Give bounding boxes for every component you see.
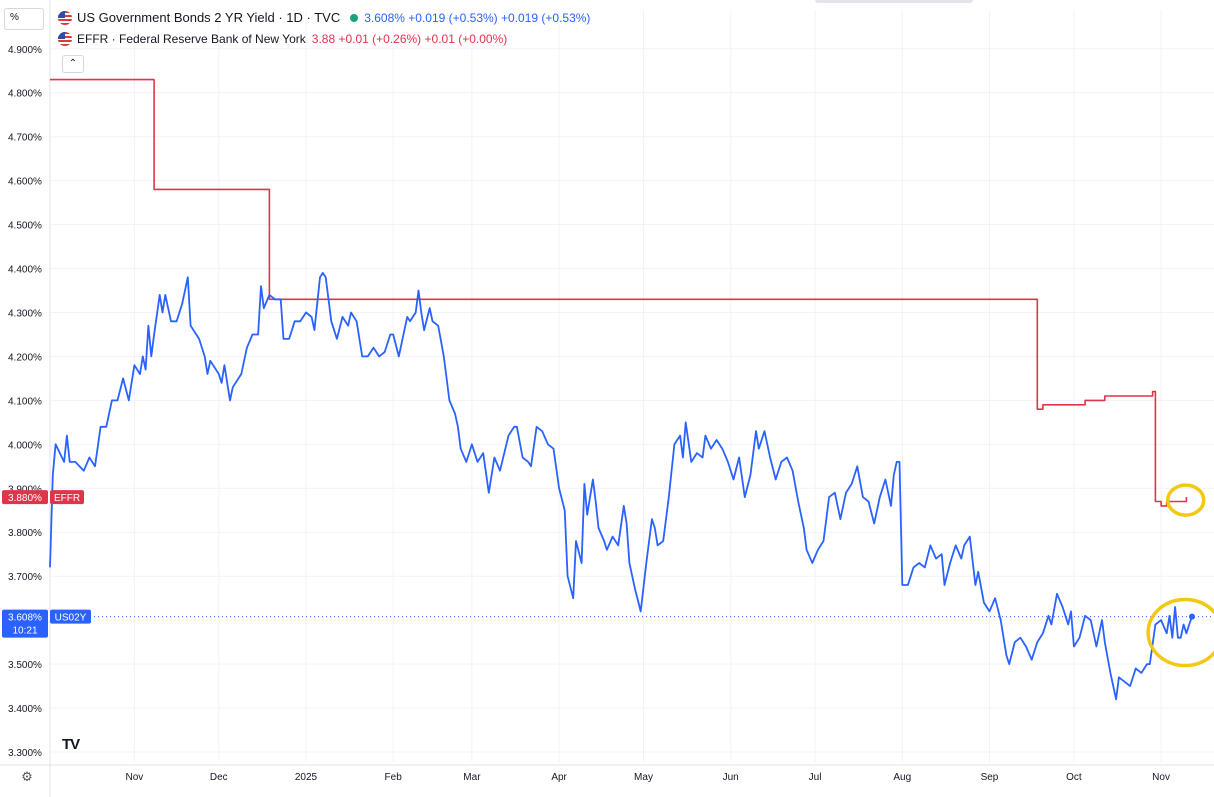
series-line-effr	[50, 78, 1188, 507]
collapse-legend-button[interactable]: ⌃	[62, 55, 84, 73]
x-tick-label: 2025	[295, 772, 318, 783]
x-tick-label: Feb	[385, 772, 403, 783]
last-value-labels: 3.880% EFFR 3.608% 10:21 US02Y	[2, 490, 91, 638]
x-tick-label: Apr	[551, 772, 567, 783]
x-axis: Nov Dec 2025 Feb Mar Apr May Jun Jul Aug Sep Oct Nov	[0, 764, 1214, 783]
legend-row-effr[interactable]: EFFR · Federal Reserve Bank of New York …	[58, 32, 507, 46]
series-line-us02y	[49, 272, 1193, 701]
y-tick-label: 4.200%	[8, 352, 42, 363]
x-tick-label: Nov	[125, 772, 143, 783]
x-tick-label: Aug	[893, 772, 911, 783]
series-name-text: US02Y	[55, 613, 87, 624]
legend-title-us02y: US Government Bonds 2 YR Yield · 1D · TV…	[77, 10, 341, 25]
y-tick-label: 4.600%	[8, 177, 42, 188]
y-tick-label: 3.400%	[8, 704, 42, 715]
series-name-tag-us02y	[50, 609, 91, 624]
y-tick-label: 4.800%	[8, 89, 42, 100]
grid	[50, 10, 1214, 762]
gear-icon: ⚙	[21, 769, 33, 784]
settings-button[interactable]: ⚙	[18, 768, 36, 786]
x-tick-label: Jun	[723, 772, 739, 783]
x-tick-label: May	[634, 772, 653, 783]
x-tick-label: Mar	[463, 772, 481, 783]
series-name-tag-effr	[50, 490, 84, 505]
y-tick-label: 3.500%	[8, 660, 42, 671]
y-tick-label: 4.500%	[8, 221, 42, 232]
y-tick-label: 4.100%	[8, 396, 42, 407]
y-tick-label: 4.900%	[8, 45, 42, 56]
series-name-text: EFFR	[54, 493, 80, 504]
chevron-up-icon: ⌃	[68, 58, 78, 69]
last-value-tag-us02y	[2, 609, 48, 638]
highlight-circle	[1146, 597, 1214, 668]
highlight-circle	[1165, 483, 1206, 517]
us-flag-icon	[58, 10, 72, 25]
last-point-us02y	[1189, 613, 1195, 620]
legend-row-us02y[interactable]: US Government Bonds 2 YR Yield · 1D · TV…	[58, 10, 590, 25]
unit-button[interactable]: %	[4, 8, 44, 30]
x-tick-label: Dec	[210, 772, 228, 783]
y-tick-label: 3.800%	[8, 528, 42, 539]
y-tick-label: 3.900%	[8, 484, 42, 495]
y-tick-label: 3.300%	[8, 748, 42, 759]
legend-values-us02y: 3.608% +0.019 (+0.53%) +0.019 (+0.53%)	[364, 10, 591, 25]
x-tick-label: Jul	[809, 772, 822, 783]
logo: TV	[62, 736, 80, 753]
x-tick-label: Nov	[1152, 772, 1170, 783]
y-axis: 4.900% 4.800% 4.700% 4.600% 4.500% 4.400% 4.30…	[8, 0, 51, 797]
x-tick-label: Sep	[981, 772, 999, 783]
y-tick-label: 3.700%	[8, 572, 42, 583]
market-open-dot-icon	[350, 13, 359, 22]
y-tick-label: 4.700%	[8, 133, 42, 144]
bar-countdown-text: 10:21	[12, 626, 37, 637]
last-value-text: 3.608%	[8, 613, 42, 624]
legend-values-effr: 3.88 +0.01 (+0.26%) +0.01 (+0.00%)	[311, 32, 508, 46]
us-flag-icon	[58, 32, 72, 46]
annotations	[1146, 483, 1214, 668]
legend-title-effr: EFFR · Federal Reserve Bank of New York	[77, 32, 306, 46]
last-value-text: 3.880%	[8, 493, 42, 504]
series-lines	[49, 78, 1214, 701]
top-drag-handle[interactable]	[815, 0, 973, 3]
y-tick-label: 4.300%	[8, 308, 42, 319]
y-tick-label: 4.400%	[8, 265, 42, 276]
y-tick-label: 4.000%	[8, 440, 42, 451]
x-tick-label: Oct	[1066, 772, 1082, 783]
last-value-tag-effr	[2, 490, 48, 505]
